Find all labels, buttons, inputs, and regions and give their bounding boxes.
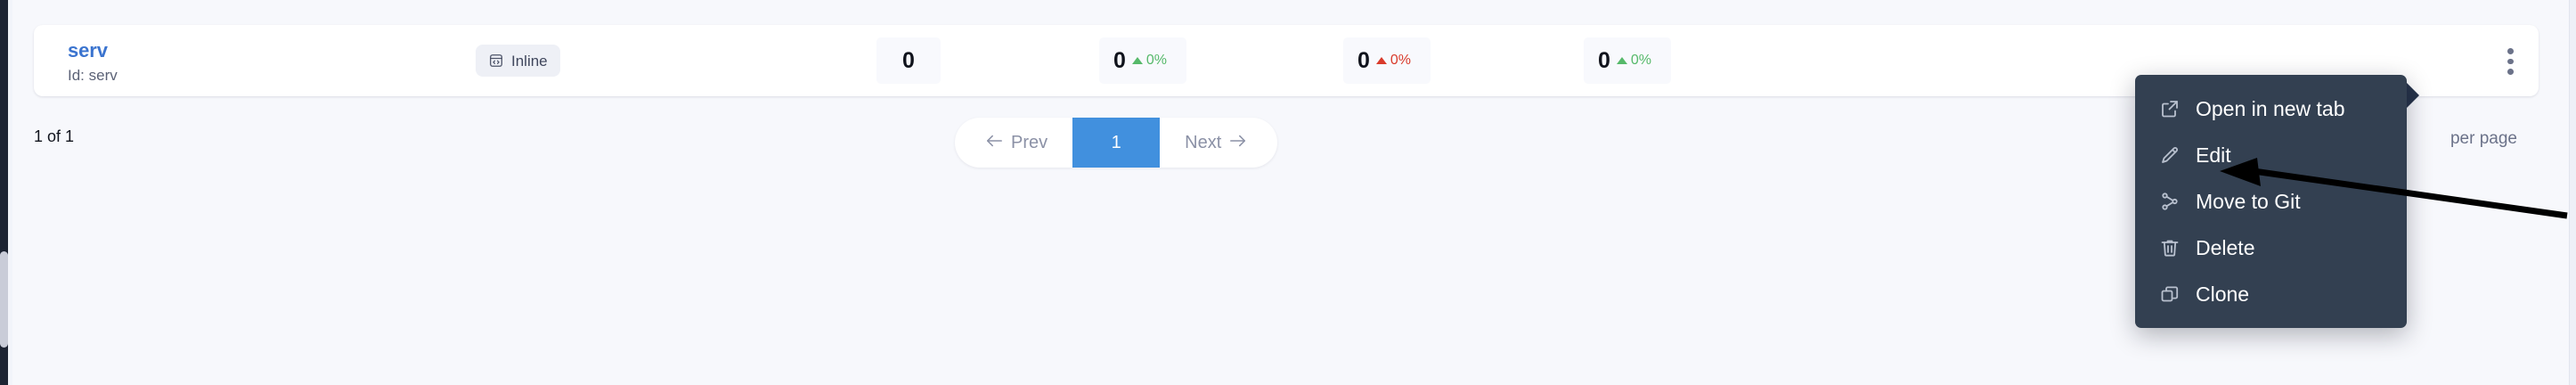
git-branch-icon — [2158, 190, 2181, 213]
left-app-rail — [0, 0, 8, 385]
metric-delta-2: 0% — [1375, 53, 1412, 68]
menu-item-label: Move to Git — [2196, 189, 2301, 213]
metric-delta-text-2: 0% — [1390, 53, 1412, 68]
service-id-label: Id: serv — [68, 67, 118, 84]
rail-edge-separator — [8, 0, 12, 385]
kebab-dot — [2507, 58, 2514, 65]
kebab-dot — [2507, 69, 2514, 76]
metric-cell-1: 0 0% — [1099, 37, 1186, 84]
metric-cell-2: 0 0% — [1343, 37, 1431, 84]
page-scrollbar-track[interactable] — [2569, 0, 2576, 385]
menu-item-label: Edit — [2196, 143, 2231, 167]
kebab-menu-icon[interactable] — [2497, 48, 2523, 76]
menu-item-edit[interactable]: Edit — [2135, 132, 2407, 178]
inline-badge: Inline — [476, 45, 560, 77]
menu-item-label: Delete — [2196, 235, 2255, 259]
pagination-page-1[interactable]: 1 — [1072, 118, 1161, 168]
metric-value-1: 0 — [1113, 47, 1126, 73]
metric-value-3: 0 — [1598, 47, 1610, 73]
menu-item-move-to-git[interactable]: Move to Git — [2135, 178, 2407, 225]
inline-code-database-icon — [488, 53, 504, 69]
menu-item-delete[interactable]: Delete — [2135, 225, 2407, 271]
left-rail-scrollbar[interactable] — [0, 251, 8, 348]
pagination-next-button[interactable]: Next — [1160, 118, 1277, 168]
pagination-next-label: Next — [1185, 132, 1222, 152]
metric-delta-text-3: 0% — [1630, 53, 1652, 68]
external-link-icon — [2158, 97, 2181, 120]
pencil-icon — [2158, 143, 2181, 167]
context-menu: Open in new tab Edit Move — [2135, 75, 2407, 328]
kebab-dot — [2507, 48, 2514, 54]
context-menu-pointer — [2404, 80, 2419, 111]
menu-item-open-in-new-tab[interactable]: Open in new tab — [2135, 86, 2407, 132]
menu-item-label: Clone — [2196, 282, 2250, 306]
trend-up-icon — [1375, 57, 1387, 64]
metric-delta-1: 0% — [1131, 53, 1168, 68]
menu-item-clone[interactable]: Clone — [2135, 271, 2407, 317]
metric-value-0: 0 — [902, 47, 915, 73]
copy-icon — [2158, 283, 2181, 306]
trash-icon — [2158, 236, 2181, 259]
trend-up-icon — [1131, 57, 1143, 64]
service-name-block: serv Id: serv — [68, 39, 118, 86]
pagination: Prev 1 Next — [955, 118, 1278, 168]
service-row-inner: serv Id: serv Inline 0 0 — [34, 25, 2539, 96]
menu-item-label: Open in new tab — [2196, 96, 2345, 120]
pagination-prev-button[interactable]: Prev — [955, 118, 1072, 168]
metric-delta-text-1: 0% — [1145, 53, 1168, 68]
arrow-right-icon — [1229, 133, 1247, 153]
arrow-left-icon — [985, 133, 1003, 153]
metric-delta-3: 0% — [1616, 53, 1652, 68]
service-row-card[interactable]: serv Id: serv Inline 0 0 — [34, 25, 2539, 96]
list-footer: 1 of 1 Prev 1 Next per page — [34, 118, 2539, 171]
service-name-link[interactable]: serv — [68, 39, 108, 61]
result-count-label: 1 of 1 — [34, 127, 75, 145]
per-page-selector[interactable]: per page — [2450, 129, 2517, 148]
trend-up-icon — [1616, 57, 1627, 64]
metric-cell-0: 0 — [876, 37, 941, 84]
inline-badge-label: Inline — [511, 52, 548, 70]
metric-cell-3: 0 0% — [1584, 37, 1671, 84]
pagination-prev-label: Prev — [1011, 132, 1048, 152]
metric-value-2: 0 — [1357, 47, 1370, 73]
